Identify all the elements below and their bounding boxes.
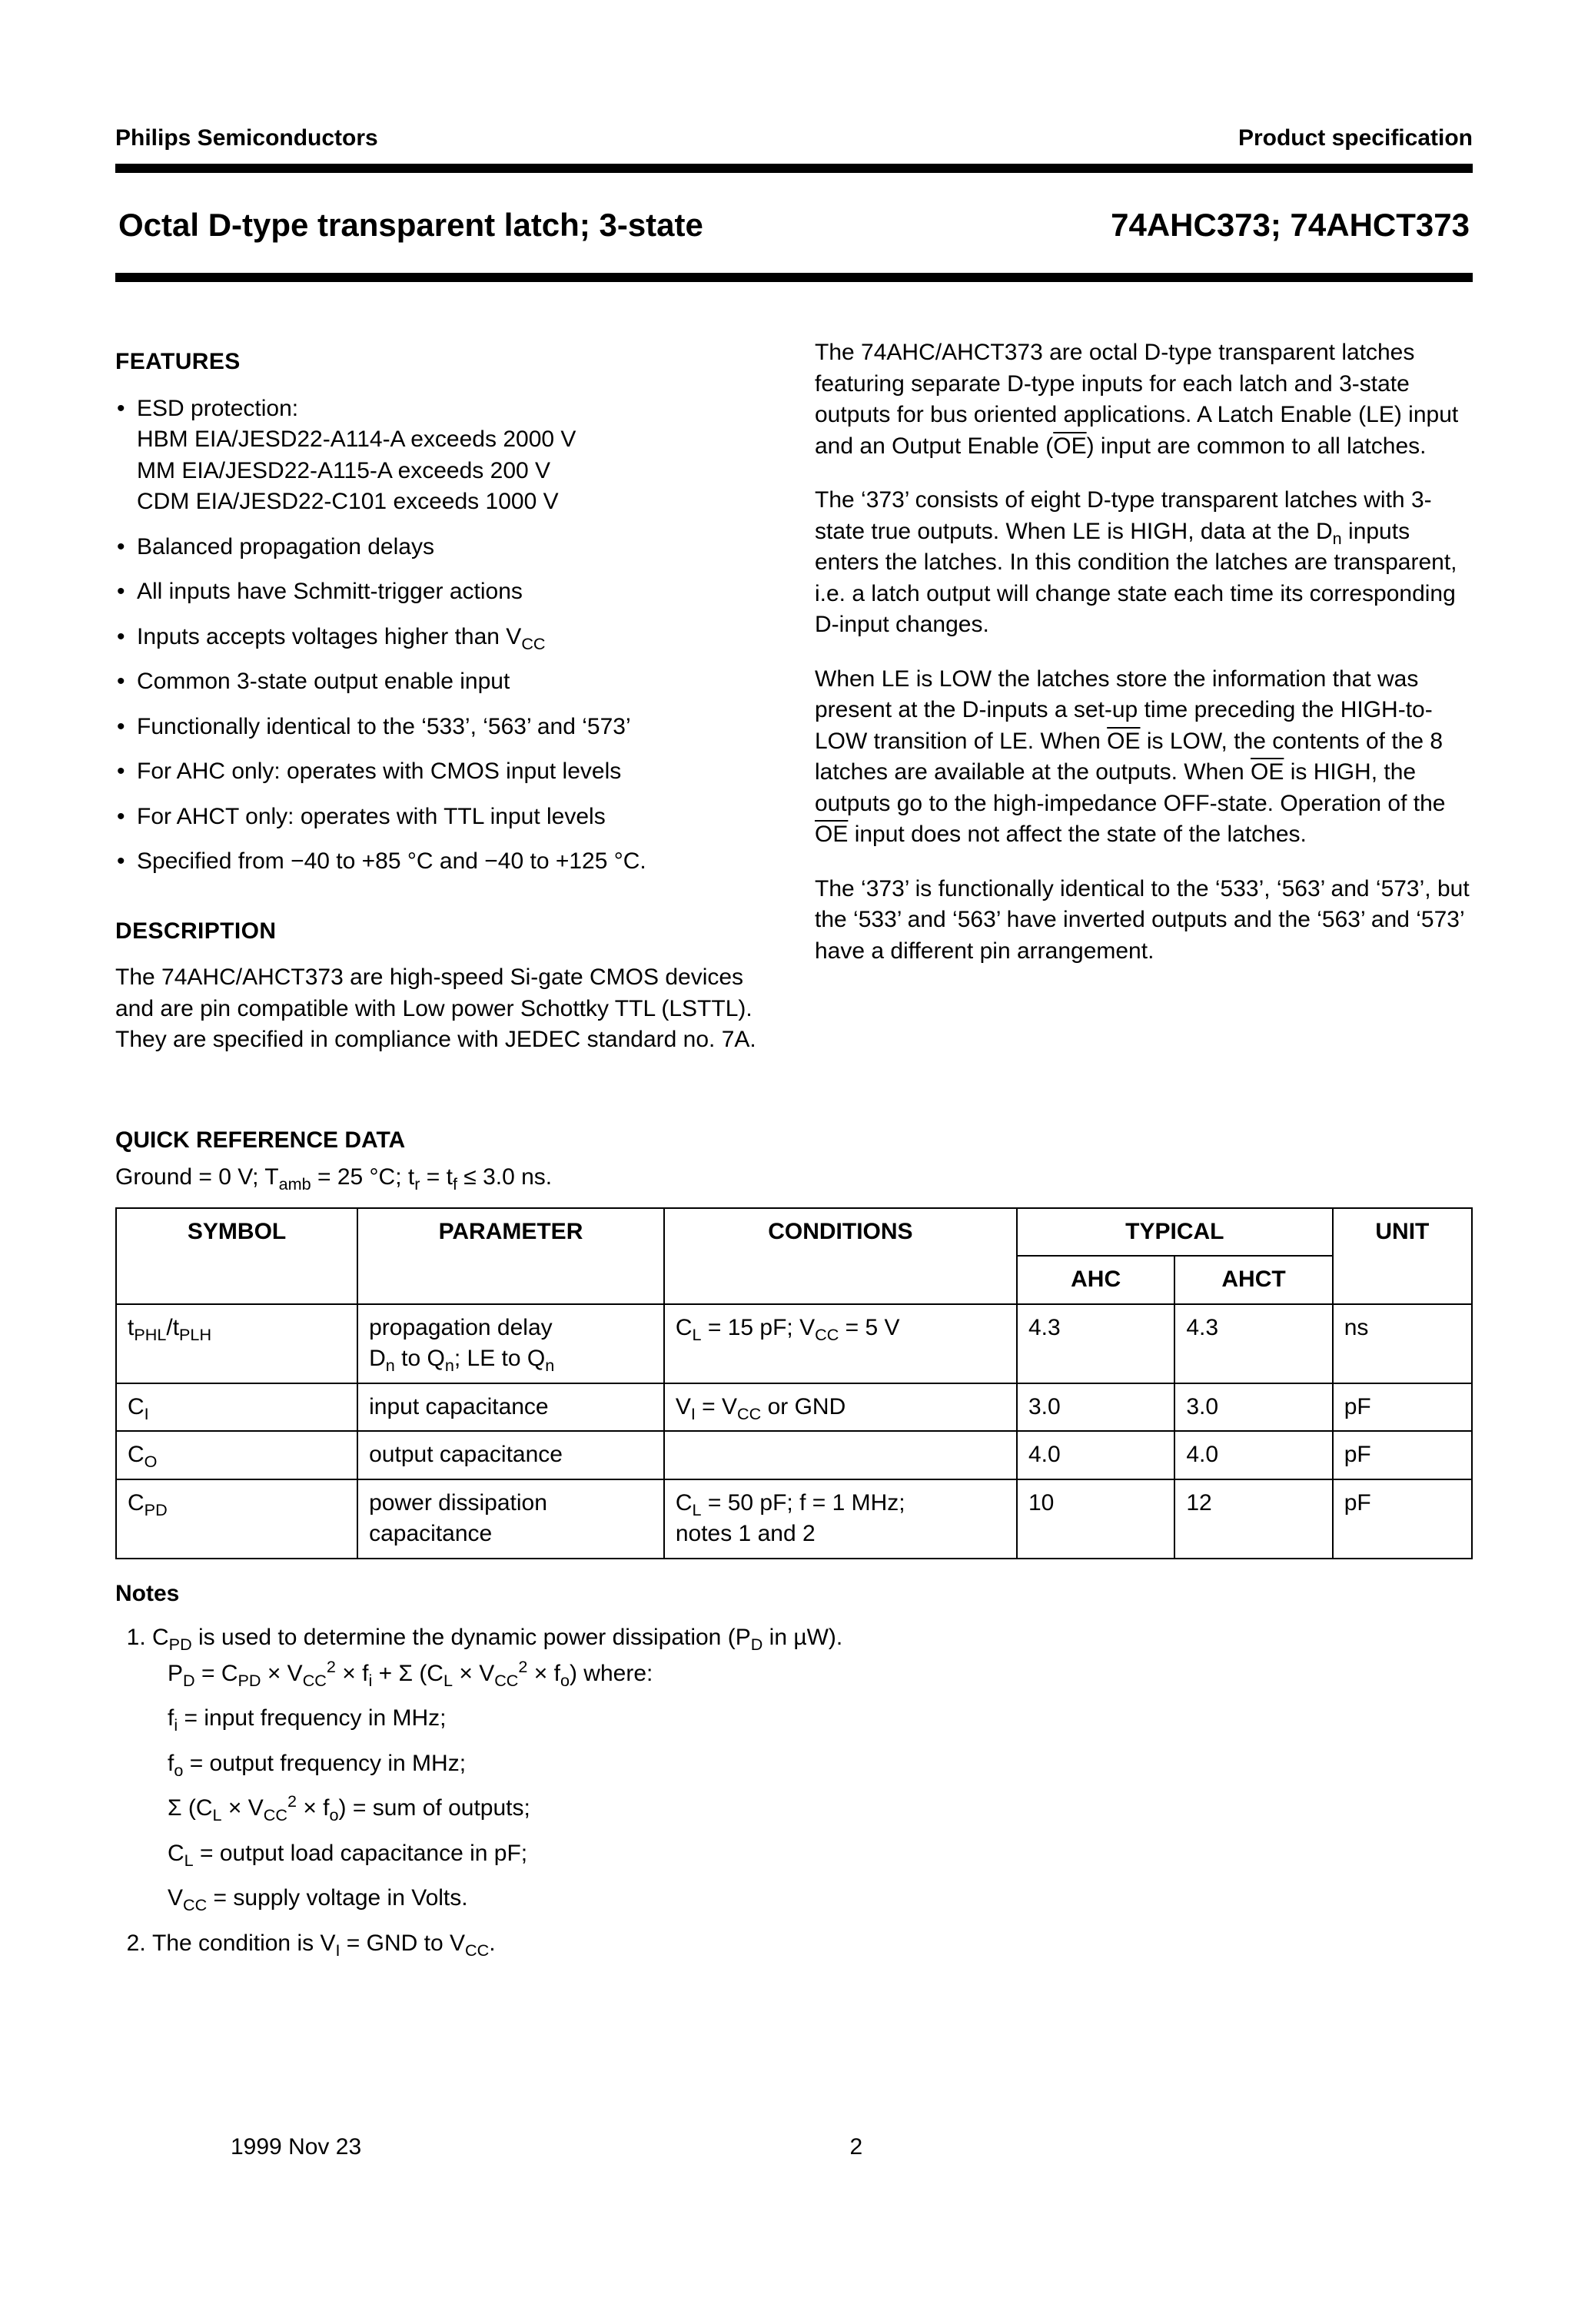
footer-page: 2 [850,2132,863,2163]
cell-ahc: 10 [1017,1479,1174,1559]
note-line: CL = output load capacitance in pF; [168,1836,1473,1872]
description-para: The 74AHC/AHCT373 are high-speed Si-gate… [115,962,773,1056]
cell-ahc: 3.0 [1017,1383,1174,1432]
col-ahc: AHC [1017,1256,1174,1304]
col-parameter: PARAMETER [357,1208,664,1304]
table-row: CPD power dissipationcapacitance CL = 50… [116,1479,1472,1559]
cell-unit: pF [1333,1479,1472,1559]
col-ahct: AHCT [1174,1256,1332,1304]
cell-ahct: 12 [1174,1479,1332,1559]
description-para: The ‘373’ is functionally identical to t… [815,874,1473,968]
features-list: ESD protection:HBM EIA/JESD22-A114-A exc… [115,393,773,878]
footer-date: 1999 Nov 23 [231,2132,361,2163]
col-conditions: CONDITIONS [664,1208,1017,1304]
part-number: 74AHC373; 74AHCT373 [1111,204,1470,247]
page-title: Octal D-type transparent latch; 3-state [118,204,703,247]
feature-item: Specified from −40 to +85 °C and −40 to … [115,846,773,878]
feature-item: Functionally identical to the ‘533’, ‘56… [115,712,773,743]
cell-unit: pF [1333,1431,1472,1479]
features-heading: FEATURES [115,347,773,378]
col-unit: UNIT [1333,1208,1472,1304]
description-para: The 74AHC/AHCT373 are octal D-type trans… [815,337,1473,462]
qrd-heading: QUICK REFERENCE DATA [115,1125,1473,1157]
rule-top [115,164,1473,173]
cell-parameter: propagation delayDn to Qn; LE to Qn [357,1304,664,1383]
feature-item: Inputs accepts voltages higher than VCC [115,622,773,653]
cell-symbol: CPD [116,1479,357,1559]
table-row: tPHL/tPLH propagation delayDn to Qn; LE … [116,1304,1472,1383]
feature-item: For AHCT only: operates with TTL input l… [115,802,773,833]
cell-ahc: 4.3 [1017,1304,1174,1383]
header-doc-type: Product specification [1238,123,1473,154]
note-line: Σ (CL × VCC2 × fo) = sum of outputs; [168,1791,1473,1827]
cell-conditions [664,1431,1017,1479]
cell-conditions: CL = 15 pF; VCC = 5 V [664,1304,1017,1383]
notes-heading: Notes [115,1579,1473,1610]
notes-list: CPD is used to determine the dynamic pow… [115,1620,1473,1961]
cell-ahct: 3.0 [1174,1383,1332,1432]
note-formula: PD = CPD × VCC2 × fi + Σ (CL × VCC2 × fo… [168,1656,1473,1692]
cell-symbol: CO [116,1431,357,1479]
col-typical: TYPICAL [1017,1208,1333,1257]
cell-ahct: 4.0 [1174,1431,1332,1479]
qrd-table: SYMBOL PARAMETER CONDITIONS TYPICAL UNIT… [115,1207,1473,1559]
cell-symbol: tPHL/tPLH [116,1304,357,1383]
cell-conditions: CL = 50 pF; f = 1 MHz;notes 1 and 2 [664,1479,1017,1559]
note-line: VCC = supply voltage in Volts. [168,1881,1473,1917]
cell-parameter: power dissipationcapacitance [357,1479,664,1559]
description-heading: DESCRIPTION [115,916,773,948]
feature-item: For AHC only: operates with CMOS input l… [115,756,773,788]
header-company: Philips Semiconductors [115,123,378,154]
table-row: CO output capacitance 4.0 4.0 pF [116,1431,1472,1479]
cell-ahc: 4.0 [1017,1431,1174,1479]
feature-item: All inputs have Schmitt-trigger actions [115,576,773,608]
description-para: The ‘373’ consists of eight D-type trans… [815,485,1473,641]
feature-item: Common 3-state output enable input [115,666,773,698]
table-row: CI input capacitance VI = VCC or GND 3.0… [116,1383,1472,1432]
rule-title [115,273,1473,282]
cell-ahct: 4.3 [1174,1304,1332,1383]
table-header-row: SYMBOL PARAMETER CONDITIONS TYPICAL UNIT [116,1208,1472,1257]
qrd-subheading: Ground = 0 V; Tamb = 25 °C; tr = tf ≤ 3.… [115,1162,1473,1194]
feature-item: ESD protection:HBM EIA/JESD22-A114-A exc… [115,393,773,518]
note-item: The condition is VI = GND to VCC. [152,1926,1473,1962]
note-item: CPD is used to determine the dynamic pow… [152,1620,1473,1917]
cell-unit: ns [1333,1304,1472,1383]
cell-parameter: output capacitance [357,1431,664,1479]
right-column: The 74AHC/AHCT373 are octal D-type trans… [815,337,1473,1079]
cell-unit: pF [1333,1383,1472,1432]
cell-conditions: VI = VCC or GND [664,1383,1017,1432]
feature-item: Balanced propagation delays [115,532,773,563]
note-line: fo = output frequency in MHz; [168,1746,1473,1782]
note-line: fi = input frequency in MHz; [168,1701,1473,1737]
cell-parameter: input capacitance [357,1383,664,1432]
description-para: When LE is LOW the latches store the inf… [815,664,1473,851]
cell-symbol: CI [116,1383,357,1432]
col-symbol: SYMBOL [116,1208,357,1304]
left-column: FEATURES ESD protection:HBM EIA/JESD22-A… [115,337,773,1079]
